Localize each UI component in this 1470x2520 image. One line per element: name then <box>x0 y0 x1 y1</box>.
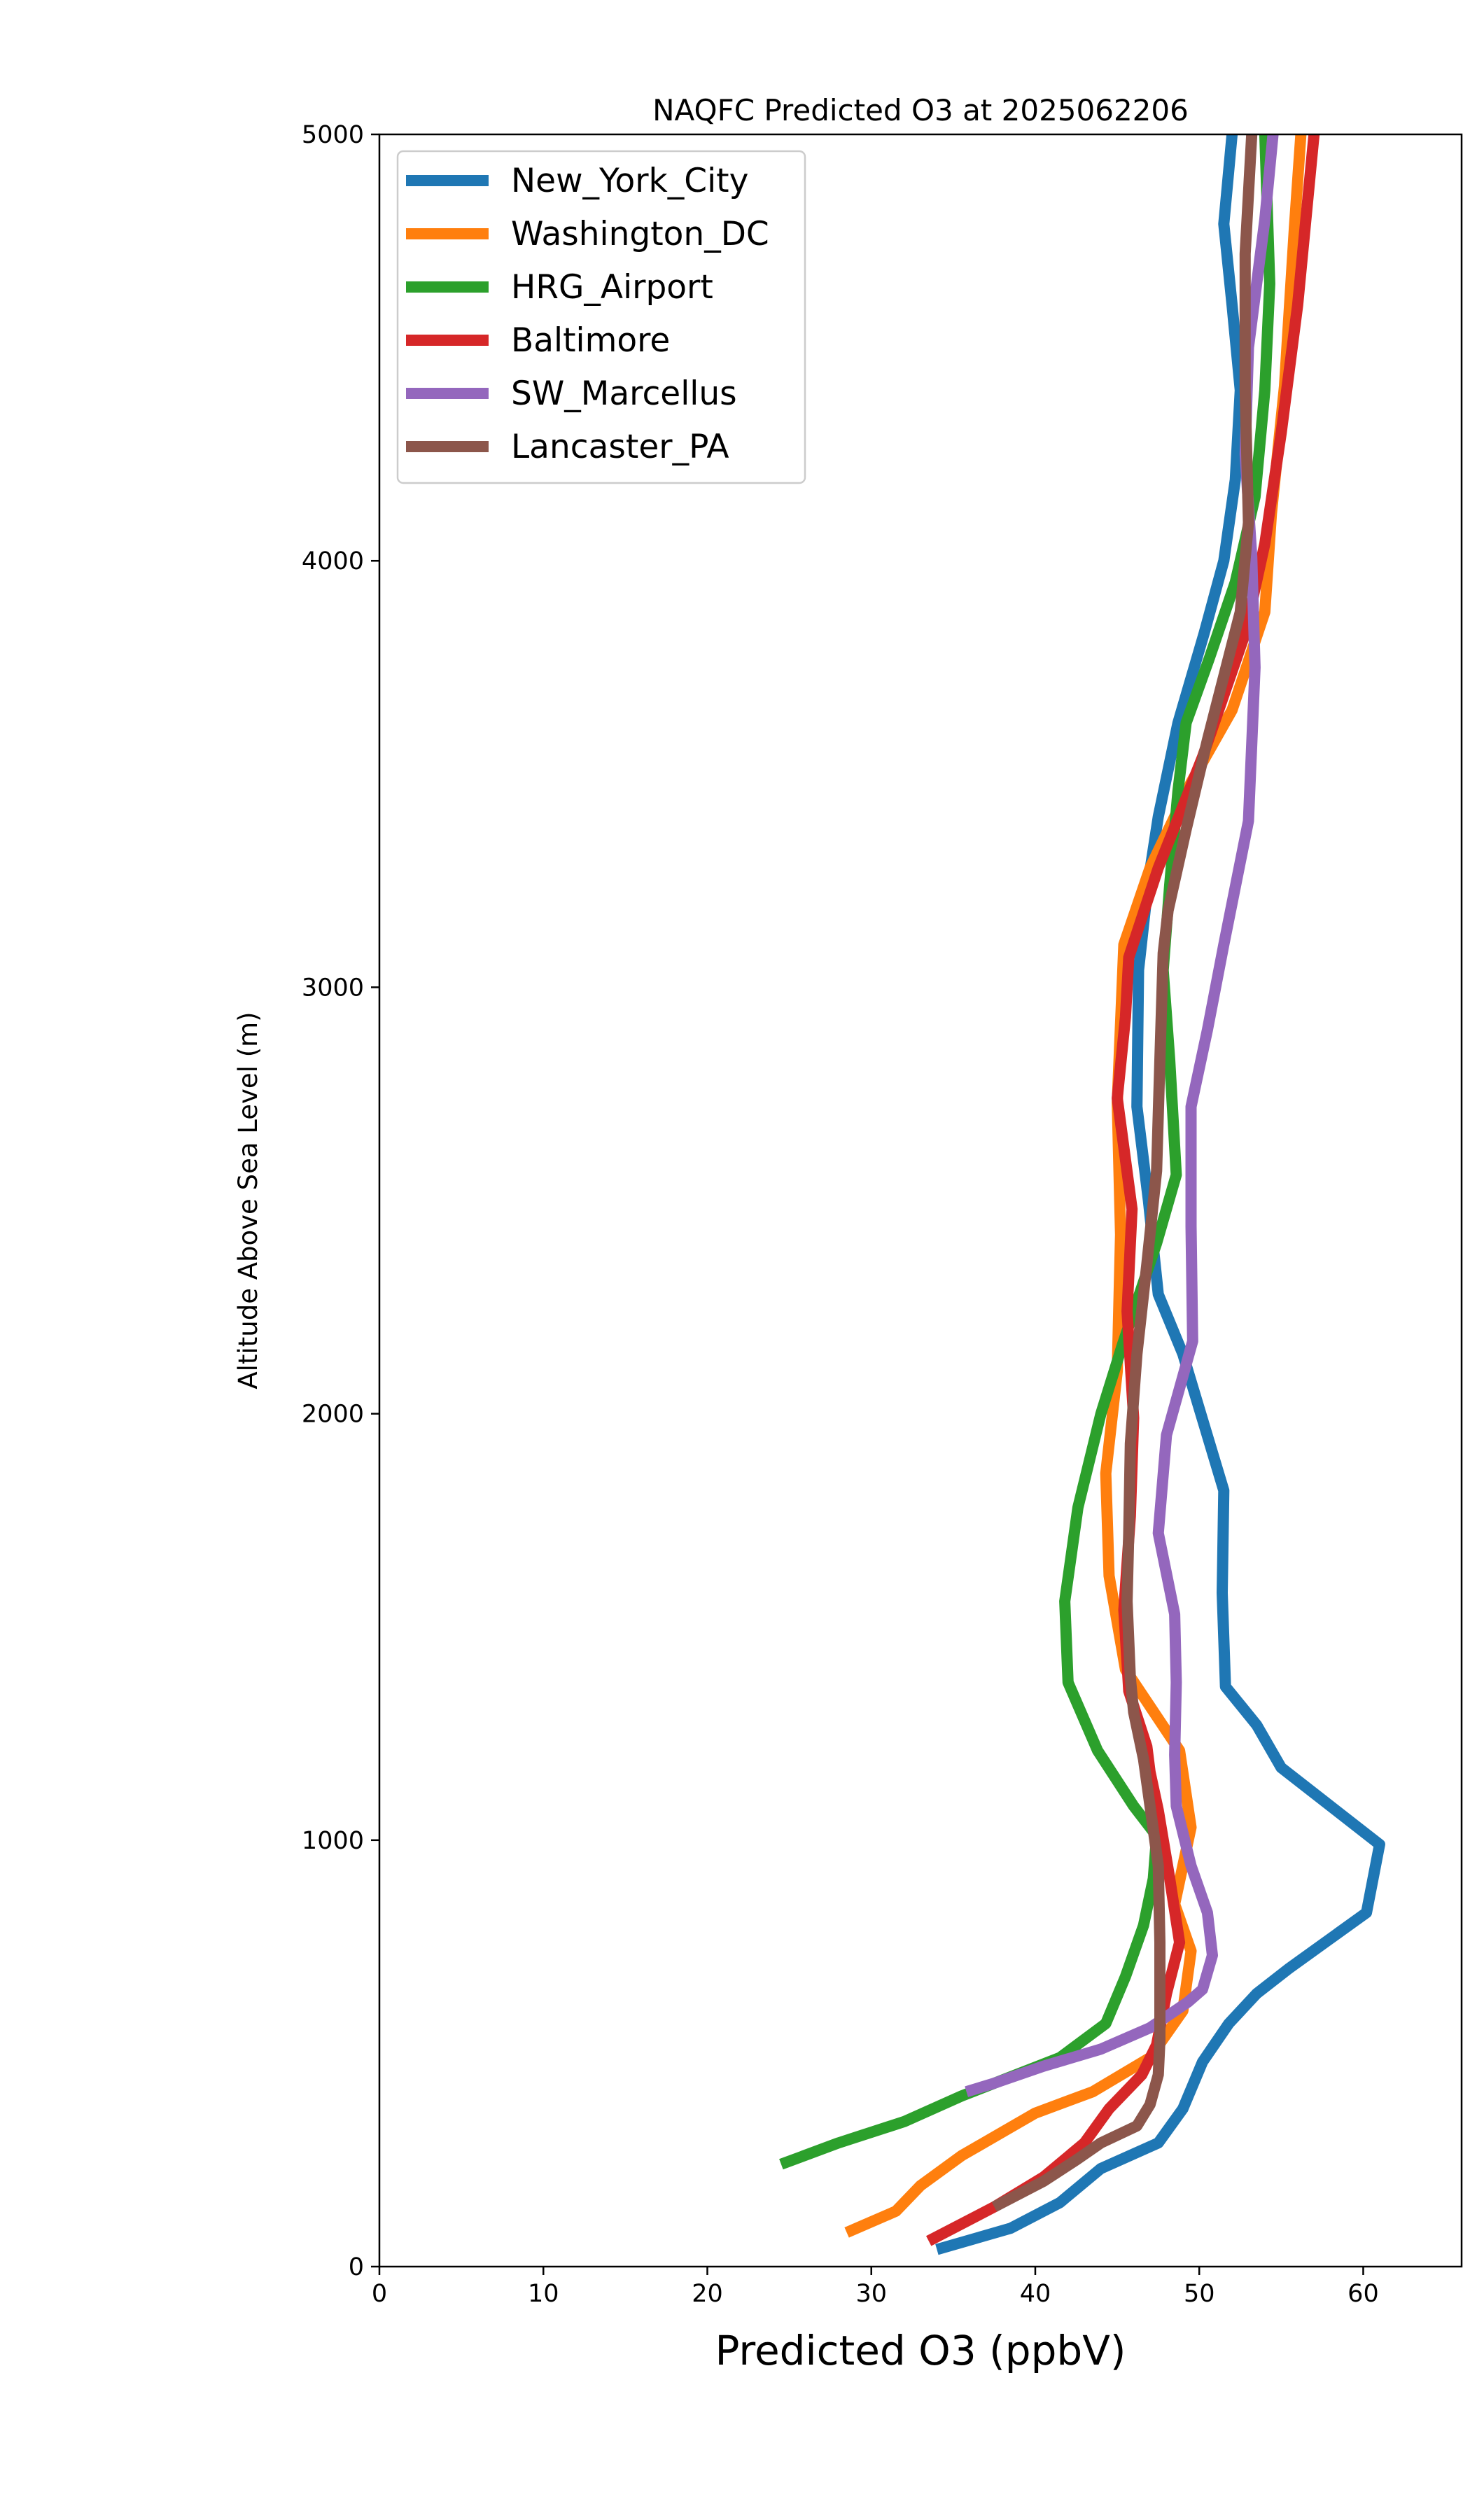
legend-entries: New_York_City Washington_DC HRG_Airport Bal… <box>406 162 769 466</box>
series-line-lancaster-pa <box>991 134 1258 2212</box>
x-tick-label: 40 <box>1020 2280 1051 2308</box>
y-tick-label: 1000 <box>302 1827 364 1855</box>
legend-label: Lancaster_PA <box>511 428 729 466</box>
x-tick-label: 0 <box>372 2280 387 2308</box>
x-tick-label: 60 <box>1348 2280 1379 2308</box>
x-tick-label: 10 <box>528 2280 559 2308</box>
x-axis: 0 10 20 30 40 50 60 <box>372 2267 1379 2308</box>
legend-label: Baltimore <box>511 321 670 360</box>
y-tick-label: 4000 <box>302 547 364 575</box>
legend-label: Washington_DC <box>511 215 769 253</box>
y-tick-label: 5000 <box>302 121 364 149</box>
legend-label: New_York_City <box>511 162 748 200</box>
y-tick-label: 2000 <box>302 1401 364 1429</box>
y-axis-label: Altitude Above Sea Level (m) <box>233 1011 263 1389</box>
chart-title: NAQFC Predicted O3 at 2025062206 <box>652 93 1189 127</box>
series-line-sw-marcellus <box>965 134 1279 2097</box>
legend: New_York_City Washington_DC HRG_Airport Bal… <box>396 150 806 484</box>
x-tick-label: 50 <box>1184 2280 1215 2308</box>
legend-label: HRG_Airport <box>511 268 713 307</box>
y-tick-label: 3000 <box>302 974 364 1002</box>
y-tick-label: 0 <box>349 2253 364 2281</box>
x-tick-label: 20 <box>692 2280 723 2308</box>
y-axis: 0 1000 2000 3000 4000 5000 <box>302 121 379 2281</box>
plot-frame <box>378 133 1463 2268</box>
legend-box <box>396 150 806 484</box>
series-layer <box>779 134 1385 2255</box>
x-axis-label: Predicted O3 (ppbV) <box>715 2327 1126 2374</box>
series-line-new-york-city <box>935 134 1385 2255</box>
x-tick-label: 30 <box>855 2280 887 2308</box>
series-line-hrg-airport <box>779 134 1275 2170</box>
legend-label: SW_Marcellus <box>511 374 737 413</box>
